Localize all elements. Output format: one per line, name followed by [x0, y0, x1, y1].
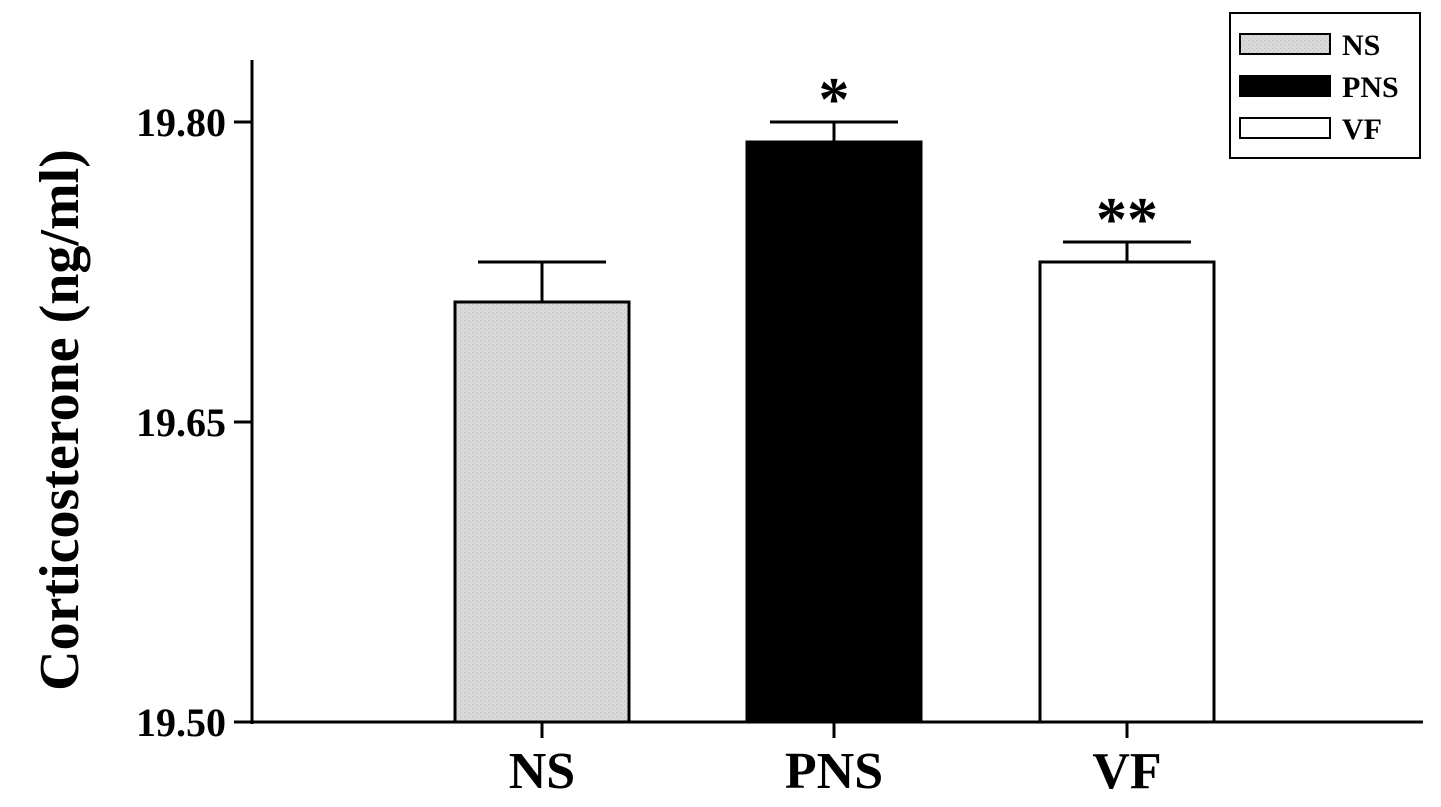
bars: *** [453, 66, 1216, 724]
x-tick-label: VF [1092, 743, 1161, 800]
legend-label-vf: VF [1342, 113, 1382, 146]
legend-label-ns: NS [1342, 29, 1380, 62]
bar-ns [453, 300, 631, 724]
legend-swatch-vf [1239, 117, 1331, 139]
legend: NS PNS VF [1229, 12, 1421, 159]
x-tick-label: NS [509, 743, 575, 800]
legend-swatch-ns [1239, 33, 1331, 55]
x-ticks: NS PNS VF [509, 722, 1162, 800]
bar-vf [1038, 260, 1216, 724]
bar-pns [745, 140, 923, 724]
significance-marker: * [819, 66, 850, 134]
y-tick-label: 19.50 [136, 700, 226, 745]
significance-marker: ** [1096, 186, 1158, 254]
y-ticks: 19.50 19.65 19.80 [136, 100, 252, 745]
y-tick-label: 19.80 [136, 100, 226, 145]
legend-swatch-pns [1239, 75, 1331, 97]
legend-label-pns: PNS [1342, 71, 1399, 104]
y-tick-label: 19.65 [136, 400, 226, 445]
x-tick-label: PNS [785, 743, 883, 800]
y-axis-label: Corticosterone (ng/ml) [29, 149, 91, 691]
